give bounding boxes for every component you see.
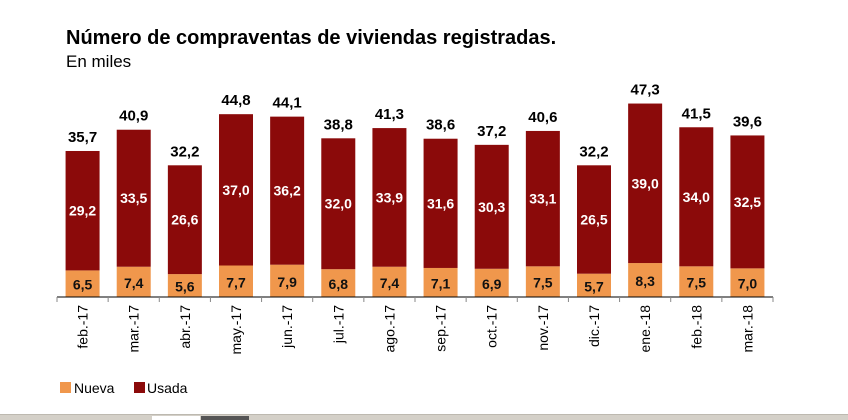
x-tick-label: mar.-18 — [739, 305, 755, 353]
data-label-nueva: 7,0 — [738, 276, 758, 292]
bar-nueva — [730, 268, 765, 297]
data-label-usada: 39,0 — [632, 175, 659, 191]
x-tick-label: jul.-17 — [330, 305, 346, 344]
data-label-usada: 32,5 — [734, 194, 761, 210]
bar-nueva — [679, 266, 714, 297]
data-label-nueva: 7,5 — [687, 275, 707, 291]
data-label-total: 40,9 — [119, 108, 148, 125]
chart-subtitle: En miles — [66, 52, 132, 71]
data-label-nueva: 5,7 — [584, 278, 604, 294]
bar-usada — [730, 135, 765, 269]
bar-nueva — [474, 268, 509, 297]
bar-nueva — [628, 263, 663, 297]
bar-nueva — [577, 273, 611, 297]
data-label-total: 41,5 — [682, 105, 711, 122]
data-label-usada: 30,3 — [478, 199, 505, 215]
data-label-usada: 26,5 — [580, 211, 607, 227]
x-tick-label: mar.-17 — [126, 305, 142, 353]
bar-usada — [423, 138, 458, 268]
bar-usada — [577, 165, 611, 274]
bar-nueva — [167, 274, 202, 297]
bar-usada — [679, 127, 714, 267]
data-label-nueva: 7,9 — [277, 274, 297, 290]
data-label-nueva: 8,3 — [635, 273, 655, 289]
x-tick-label: jun.-17 — [279, 305, 295, 349]
bar-nueva — [321, 269, 356, 297]
data-label-total: 39,6 — [733, 113, 762, 130]
bar-usada — [167, 165, 202, 275]
legend-swatch-nueva — [60, 382, 71, 393]
data-label-total: 47,3 — [631, 82, 660, 99]
x-tick-label: abr.-17 — [177, 305, 193, 349]
data-label-nueva: 6,9 — [482, 276, 502, 292]
data-label-nueva: 6,8 — [329, 276, 349, 292]
x-tick-label: dic.-17 — [586, 305, 602, 347]
legend-label-nueva: Nueva — [74, 380, 115, 396]
bar-nueva — [372, 266, 407, 297]
data-label-nueva: 7,7 — [226, 274, 246, 290]
data-label-usada: 37,0 — [222, 182, 249, 198]
data-label-nueva: 7,1 — [431, 275, 451, 291]
legend-swatch-usada — [134, 382, 145, 393]
data-label-total: 35,7 — [68, 129, 97, 146]
x-tick-label: feb.-17 — [75, 305, 91, 349]
bar-nueva — [116, 266, 151, 297]
bar-nueva — [65, 270, 100, 297]
data-label-total: 41,3 — [375, 106, 404, 123]
bar-usada — [321, 138, 356, 270]
data-label-total: 38,8 — [324, 116, 353, 133]
data-label-usada: 33,5 — [120, 190, 147, 206]
data-label-nueva: 5,6 — [175, 279, 195, 295]
bottom-tab-active[interactable] — [201, 416, 249, 420]
data-label-total: 37,2 — [477, 123, 506, 140]
data-label-nueva: 7,4 — [380, 275, 400, 291]
bar-nueva — [270, 264, 305, 297]
legend-label-usada: Usada — [147, 380, 188, 396]
x-tick-label: oct.-17 — [484, 305, 500, 348]
chart-title: Número de compraventas de viviendas regi… — [66, 27, 557, 49]
x-tick-label: ene.-18 — [637, 305, 653, 353]
data-label-usada: 32,0 — [325, 196, 352, 212]
bar-usada — [372, 128, 407, 267]
bar-usada — [219, 114, 253, 266]
bottom-tab[interactable] — [152, 416, 200, 420]
data-label-usada: 26,6 — [171, 212, 198, 228]
x-tick-label: may.-17 — [228, 305, 244, 355]
bar-usada — [270, 116, 305, 265]
data-label-total: 32,2 — [170, 143, 199, 160]
data-label-nueva: 7,5 — [533, 275, 553, 291]
x-tick-label: ago.-17 — [381, 305, 397, 353]
data-label-total: 44,1 — [273, 95, 302, 112]
data-label-total: 40,6 — [528, 109, 557, 126]
data-label-usada: 36,2 — [274, 183, 301, 199]
data-label-total: 38,6 — [426, 117, 455, 134]
data-label-usada: 31,6 — [427, 195, 454, 211]
bar-usada — [628, 103, 663, 264]
window-bottom-bar — [0, 414, 848, 420]
data-label-usada: 29,2 — [69, 203, 96, 219]
bar-nueva — [219, 265, 253, 297]
data-label-usada: 33,9 — [376, 189, 403, 205]
bar-usada — [65, 150, 100, 271]
bar-usada — [474, 144, 509, 269]
data-label-nueva: 6,5 — [73, 277, 93, 293]
data-label-usada: 33,1 — [529, 191, 556, 207]
data-label-total: 32,2 — [579, 143, 608, 160]
bar-nueva — [423, 267, 458, 297]
bar-usada — [525, 130, 560, 267]
x-tick-label: nov.-17 — [535, 305, 551, 351]
data-label-total: 44,8 — [221, 92, 250, 109]
x-tick-label: feb.-18 — [688, 305, 704, 349]
data-label-usada: 34,0 — [683, 189, 710, 205]
data-label-nueva: 7,4 — [124, 275, 144, 291]
bar-nueva — [525, 266, 560, 297]
x-tick-label: sep.-17 — [433, 305, 449, 352]
bar-usada — [116, 129, 151, 267]
